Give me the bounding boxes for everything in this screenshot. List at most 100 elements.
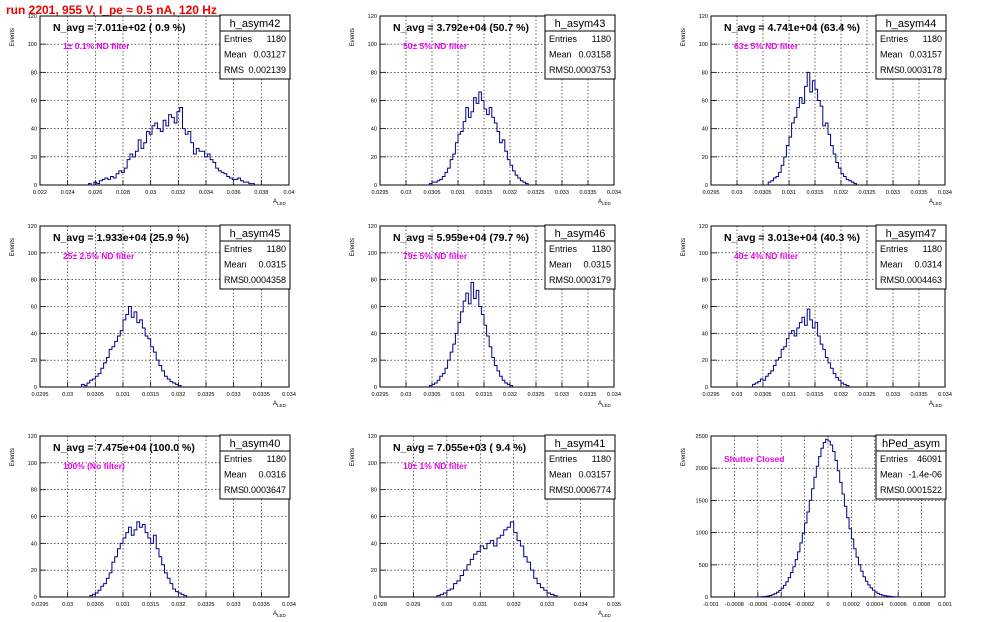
y-tick-label: 100	[368, 461, 377, 467]
stats-label-entries: Entries	[224, 34, 253, 44]
stats-value-rms: 0.0004358	[243, 275, 286, 285]
y-tick-label: 120	[699, 224, 708, 230]
histogram-panel: 0.0295 0.03 0.0305 0.031 0.0315 0.032 0.0325 0.…	[350, 14, 621, 206]
y-tick-label: 120	[368, 14, 377, 20]
histogram-line	[87, 107, 255, 186]
y-tick-label: 120	[699, 14, 708, 20]
x-tick-label: -0.001	[703, 602, 719, 608]
x-tick-label: 0.0006	[890, 602, 907, 608]
x-tick-label: 0.0315	[475, 392, 492, 398]
histogram-panel: 0.028 0.029 0.03 0.031 0.032 0.033 0.034 0.035 0…	[350, 434, 621, 618]
stats-box	[544, 434, 616, 500]
stats-value-entries: 1180	[267, 34, 286, 44]
histogram-line	[81, 306, 182, 387]
x-tick-label: -0.0004	[772, 602, 791, 608]
x-tick-label: 0.0335	[253, 602, 270, 608]
x-tick-label: 0.0335	[253, 392, 270, 398]
y-tick-label: 20	[371, 358, 377, 364]
x-tick-label: 0.0305	[423, 392, 440, 398]
x-tick-label: 0.033	[886, 190, 900, 196]
x-tick-label: 0.0335	[910, 392, 927, 398]
x-tick-label: 0.031	[782, 392, 796, 398]
histogram-panel: 0.0295 0.03 0.0305 0.031 0.0315 0.032 0.0325 0.…	[681, 224, 952, 408]
x-tick-label: 0.033	[555, 190, 569, 196]
x-tick-label: 0.0325	[197, 602, 214, 608]
x-tick-label: 0.0295	[371, 190, 388, 196]
histogram-name: h_asym45	[230, 228, 281, 240]
x-tick-label: 0.0335	[910, 190, 927, 196]
histogram-name: h_asym44	[886, 18, 937, 30]
y-tick-label: 1500	[696, 498, 708, 504]
stats-label-mean: Mean	[880, 470, 903, 480]
y-tick-label: 40	[702, 331, 708, 337]
x-tick-label: 0.031	[473, 602, 487, 608]
n-avg-header: N_avg = 4.741e+04 (63.4 %)	[724, 22, 860, 34]
stats-label-mean: Mean	[224, 260, 247, 270]
stats-value-entries: 1180	[592, 454, 611, 464]
stats-label-mean: Mean	[549, 470, 572, 480]
x-tick-label: 0.034	[199, 190, 213, 196]
y-tick-label: 60	[371, 305, 377, 311]
x-tick-label: 0.0305	[754, 392, 771, 398]
stats-label-mean: Mean	[224, 470, 247, 480]
histogram-line	[89, 521, 188, 597]
histogram-panel: 0.022 0.024 0.026 0.028 0.03 0.032 0.034 0.036 0…	[10, 14, 294, 206]
x-tick-label: 0.033	[886, 392, 900, 398]
histogram-panel: -0.001 -0.0008 -0.0006 -0.0004 -0.0002 0 0.000…	[681, 434, 952, 608]
x-axis-label: ALED	[598, 199, 612, 206]
stats-box	[544, 14, 616, 80]
x-tick-label: 0.032	[507, 602, 521, 608]
n-avg-header: N_avg = 7.475e+04 (100.0 %)	[53, 442, 195, 454]
x-axis-label: ALED	[598, 611, 612, 618]
stats-value-rms: 0.0001522	[899, 485, 942, 495]
stats-label-entries: Entries	[224, 244, 253, 254]
x-tick-label: 0.024	[61, 190, 75, 196]
x-tick-label: 0.03	[401, 190, 412, 196]
histogram-line	[767, 71, 858, 185]
y-tick-label: 60	[31, 305, 37, 311]
stats-box	[544, 224, 616, 290]
y-axis-label: Events	[350, 28, 356, 46]
stats-label-rms: RMS	[549, 275, 569, 285]
stats-value-rms: 0.0003178	[899, 65, 942, 75]
y-tick-label: 60	[371, 99, 377, 105]
y-tick-label: 100	[368, 251, 377, 257]
stats-value-mean: 0.03157	[578, 470, 611, 480]
y-tick-label: 2500	[696, 434, 708, 440]
y-axis-label: Events	[681, 28, 687, 46]
x-tick-label: 0.0008	[913, 602, 930, 608]
x-tick-label: 0.0305	[423, 190, 440, 196]
x-tick-label: 0.0325	[527, 392, 544, 398]
x-tick-label: 0.0315	[142, 392, 159, 398]
histogram-name: h_asym43	[555, 18, 606, 30]
n-avg-header: N_avg = 3.792e+04 (50.7 %)	[393, 22, 529, 34]
y-tick-label: 0	[705, 183, 708, 189]
filter-annotation: 10± 1% ND filter	[403, 461, 468, 471]
y-tick-label: 80	[371, 278, 377, 284]
stats-label-entries: Entries	[549, 454, 578, 464]
y-tick-label: 0	[374, 385, 377, 391]
y-tick-label: 60	[702, 99, 708, 105]
x-axis-label: ALED	[598, 401, 612, 408]
y-tick-label: 0	[34, 595, 37, 601]
y-axis-label: Events	[681, 238, 687, 256]
x-tick-label: 0.032	[834, 392, 848, 398]
filter-annotation: 50± 5% ND filter	[403, 41, 468, 51]
y-tick-label: 2000	[696, 466, 708, 472]
stats-label-entries: Entries	[880, 34, 909, 44]
x-tick-label: 0.03	[145, 190, 156, 196]
x-tick-label: 0.033	[227, 602, 241, 608]
histogram-panel: 0.0295 0.03 0.0305 0.031 0.0315 0.032 0.0325 0.…	[10, 434, 296, 618]
y-tick-label: 0	[374, 183, 377, 189]
stats-label-mean: Mean	[880, 50, 903, 60]
y-tick-label: 60	[702, 305, 708, 311]
y-tick-label: 60	[31, 515, 37, 521]
x-tick-label: 0.034	[607, 190, 621, 196]
x-tick-label: 0.0315	[806, 392, 823, 398]
x-axis-label: ALED	[273, 199, 287, 206]
stats-label-rms: RMS	[880, 485, 900, 495]
y-axis-label: Events	[10, 448, 16, 466]
histogram-name: h_asym46	[555, 228, 606, 240]
y-tick-label: 120	[368, 434, 377, 440]
